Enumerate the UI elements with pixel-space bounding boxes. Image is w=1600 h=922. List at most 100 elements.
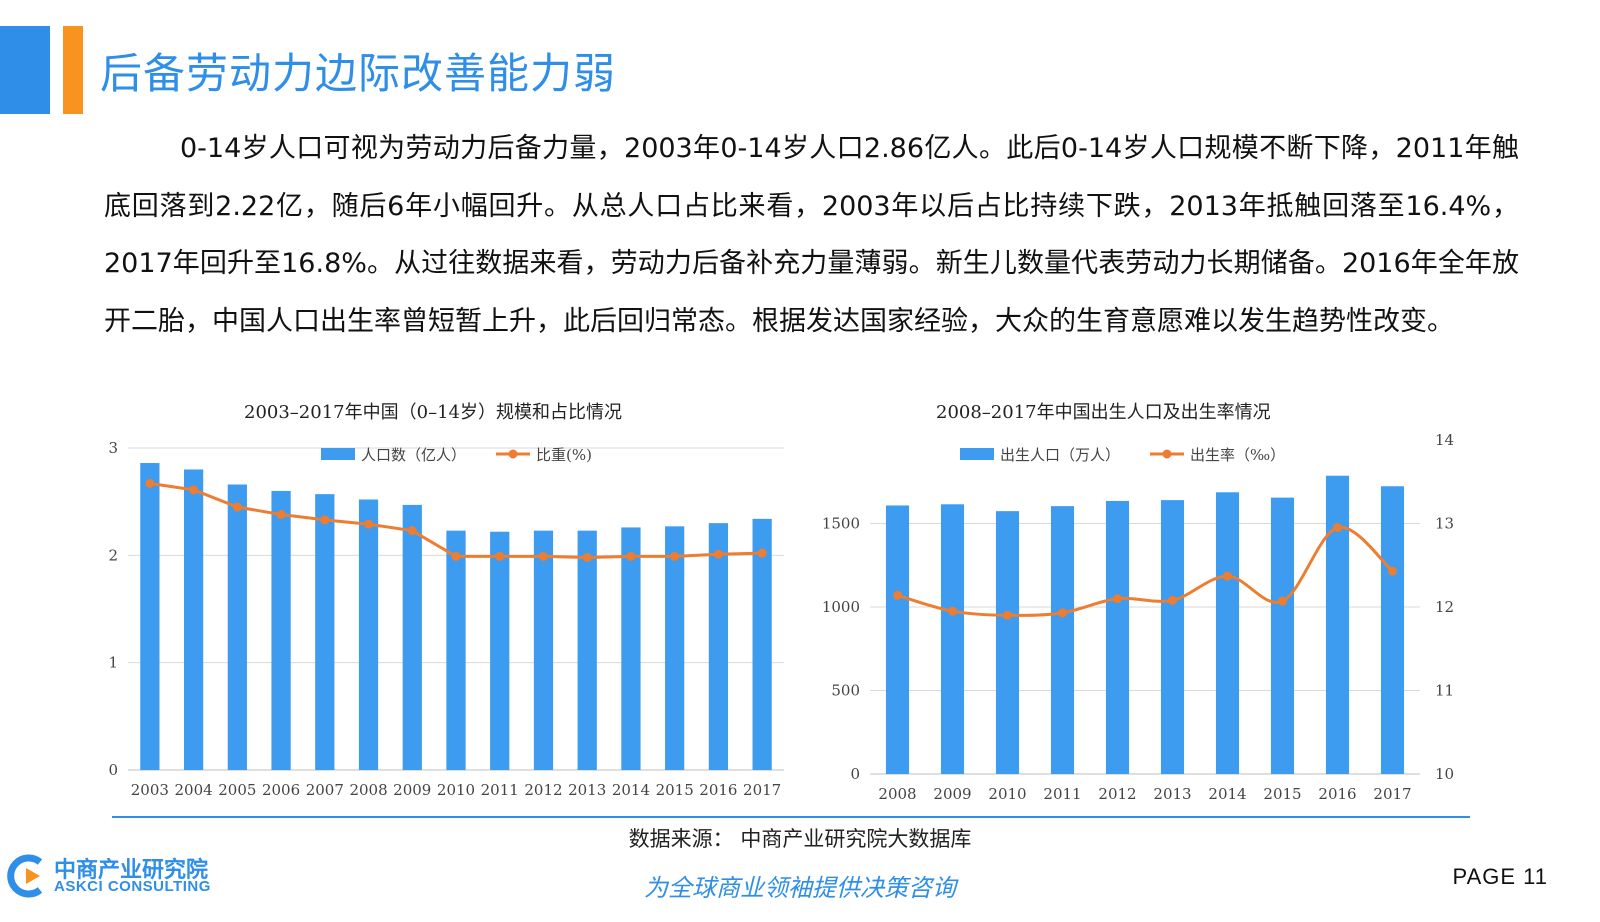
- line-point: [1003, 610, 1012, 620]
- x-tick-label: 2012: [524, 781, 562, 799]
- x-tick-label: 2015: [1263, 785, 1301, 803]
- bar: [1270, 497, 1295, 774]
- line-point: [1388, 566, 1397, 576]
- x-tick-label: 2007: [306, 781, 344, 799]
- bar: [402, 504, 422, 770]
- bar: [533, 530, 554, 770]
- footer-divider: [112, 816, 1470, 818]
- x-tick-label: 2014: [612, 781, 650, 799]
- line-point: [145, 478, 155, 488]
- line-point: [1278, 596, 1287, 606]
- x-tick-label: 2016: [1318, 785, 1356, 803]
- line-point: [1223, 571, 1232, 581]
- line-point: [1113, 594, 1122, 604]
- legend-line-marker: [1162, 449, 1172, 459]
- y-tick-label: 1000: [822, 598, 860, 616]
- y2-tick-label: 11: [1435, 682, 1454, 700]
- bar: [315, 494, 335, 770]
- legend-bar-label: 出生人口（万人）: [1000, 446, 1120, 464]
- bar: [490, 531, 510, 770]
- page-number: PAGE 11: [1452, 864, 1548, 889]
- y-tick-label: 0: [850, 765, 860, 783]
- y2-tick-label: 10: [1435, 765, 1454, 783]
- bar: [708, 523, 729, 770]
- paragraph-text: 0-14岁人口可视为劳动力后备力量，2003年0-14岁人口2.86亿人。此后0…: [104, 133, 1519, 337]
- line-point: [407, 526, 417, 536]
- logo-c-icon: [7, 854, 43, 898]
- x-tick-label: 2010: [437, 781, 475, 799]
- legend-bar-swatch: [960, 448, 994, 460]
- y-tick-label: 1: [108, 654, 118, 672]
- bar: [577, 530, 597, 770]
- x-tick-label: 2017: [743, 781, 781, 799]
- bar: [940, 504, 965, 774]
- chart1-title: 2003–2017年中国（0–14岁）规模和占比情况: [244, 402, 622, 423]
- bar: [140, 463, 160, 770]
- line-point: [893, 590, 902, 600]
- line-point: [757, 548, 767, 558]
- bar: [1105, 500, 1130, 774]
- y-tick-label: 2: [108, 546, 118, 564]
- x-tick-label: 2011: [481, 781, 519, 799]
- line-point: [320, 515, 330, 525]
- bar: [446, 530, 466, 770]
- x-tick-label: 2008: [878, 785, 916, 803]
- bar: [621, 527, 641, 770]
- line-point: [189, 485, 199, 495]
- series-line: [897, 526, 1394, 617]
- legend-line-label: 出生率（‰）: [1190, 446, 1285, 464]
- slogan: 为全球商业领袖提供决策咨询: [644, 874, 956, 902]
- bar: [995, 511, 1020, 774]
- x-tick-label: 2004: [175, 781, 213, 799]
- bar: [227, 484, 247, 770]
- legend-line-label: 比重(%): [536, 446, 592, 464]
- x-tick-label: 2006: [262, 781, 300, 799]
- chart2-title: 2008–2017年中国出生人口及出生率情况: [936, 402, 1271, 423]
- y2-tick-label: 14: [1435, 431, 1454, 449]
- line-point: [538, 551, 548, 561]
- bar: [1050, 506, 1075, 774]
- logo-cn-text: 中商产业研究院: [54, 858, 209, 883]
- bar: [665, 526, 685, 770]
- y-tick-label: 1500: [822, 515, 860, 533]
- bar: [1215, 492, 1240, 774]
- line-point: [1058, 608, 1067, 618]
- line-point: [1168, 595, 1177, 605]
- y2-tick-label: 13: [1435, 515, 1454, 533]
- y-tick-label: 500: [831, 682, 860, 700]
- x-tick-label: 2009: [933, 785, 971, 803]
- line-point: [626, 551, 636, 561]
- x-tick-label: 2013: [1153, 785, 1191, 803]
- bar: [271, 490, 291, 770]
- legend-line-marker: [508, 449, 518, 459]
- x-tick-label: 2016: [699, 781, 737, 799]
- page-title: 后备劳动力边际改善能力弱: [100, 49, 617, 98]
- logo-en-text: ASKCI CONSULTING: [54, 878, 211, 895]
- x-tick-label: 2015: [656, 781, 694, 799]
- line-point: [276, 510, 286, 520]
- x-tick-label: 2003: [131, 781, 169, 799]
- x-tick-label: 2008: [349, 781, 387, 799]
- x-tick-label: 2011: [1043, 785, 1081, 803]
- data-source: 数据来源： 中商产业研究院大数据库: [628, 827, 972, 851]
- x-tick-label: 2005: [218, 781, 256, 799]
- bar: [1380, 486, 1405, 774]
- line-point: [1333, 523, 1342, 533]
- bar: [1160, 500, 1185, 774]
- x-tick-label: 2009: [393, 781, 431, 799]
- body-paragraph: 0-14岁人口可视为劳动力后备力量，2003年0-14岁人口2.86亿人。此后0…: [104, 120, 1519, 350]
- bar: [183, 469, 204, 770]
- header-accent-orange: [63, 26, 83, 114]
- line-point: [364, 519, 374, 529]
- y-tick-label: 0: [108, 761, 118, 779]
- bar: [358, 499, 379, 770]
- x-tick-label: 2013: [568, 781, 606, 799]
- line-point: [451, 551, 461, 561]
- line-point: [713, 549, 723, 559]
- x-tick-label: 2017: [1373, 785, 1411, 803]
- x-tick-label: 2010: [988, 785, 1026, 803]
- line-point: [582, 552, 592, 562]
- line-point: [232, 502, 242, 512]
